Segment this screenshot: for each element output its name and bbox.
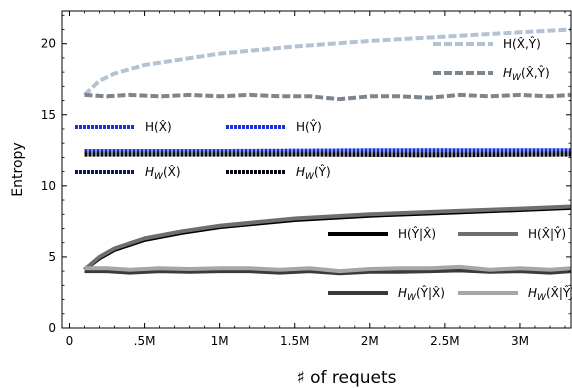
y-tick-label-1: 5	[48, 250, 56, 264]
legend-label-2: H(X̂)	[145, 120, 172, 134]
legend-label-6: H(Ŷ|X̂)	[398, 226, 436, 241]
series-lines	[83, 27, 571, 276]
x-tick-label-2: 1M	[211, 334, 229, 348]
legend-entry-3: H(Ŷ)	[226, 119, 322, 134]
legend-entry-4: HW(X̂)	[75, 165, 181, 182]
legend-entry-0: H(X̂,Ŷ)	[433, 36, 541, 51]
series-line-0	[83, 27, 571, 97]
legend-label-8: HW(Ŷ|X̂)	[398, 285, 445, 303]
series-line-9	[84, 264, 571, 274]
legend: H(X̂,Ŷ) HW(X̂,Ŷ) H(X̂) H(Ŷ) HW(X̂) HW(Ŷ) H(Ŷ|X…	[75, 36, 572, 303]
legend-label-7: H(X̂|Ŷ)	[528, 226, 566, 241]
legend-label-1: HW(X̂,Ŷ)	[503, 65, 550, 83]
x-tick-label-0: 0	[66, 334, 74, 348]
x-tick-label-3: 1.5M	[280, 334, 309, 348]
legend-entry-2: H(X̂)	[75, 120, 172, 134]
legend-label-0: H(X̂,Ŷ)	[503, 36, 541, 51]
x-tick-label-4: 2M	[361, 334, 379, 348]
y-tick-label-4: 20	[41, 37, 56, 51]
series-line-5	[84, 152, 571, 158]
y-tick-label-3: 15	[41, 108, 56, 122]
legend-entry-5: HW(Ŷ)	[226, 164, 331, 182]
legend-label-5: HW(Ŷ)	[296, 164, 331, 182]
plot-frame	[61, 10, 572, 329]
legend-entry-9: HW(X̂|Ŷ)	[458, 285, 572, 303]
y-tick-label-0: 0	[48, 321, 56, 335]
legend-label-3: H(Ŷ)	[296, 119, 322, 134]
series-line-7	[83, 204, 571, 272]
legend-entry-6: H(Ŷ|X̂)	[328, 226, 436, 241]
x-axis-title: ♯ of requets	[296, 368, 396, 388]
series-line-1	[84, 92, 571, 102]
legend-label-9: HW(X̂|Ŷ)	[528, 285, 572, 303]
x-tick-label-6: 3M	[511, 334, 529, 348]
x-tick-label-1: .5M	[134, 334, 156, 348]
legend-entry-7: H(X̂|Ŷ)	[458, 226, 566, 241]
y-tick-label-2: 10	[41, 179, 56, 193]
legend-entry-1: HW(X̂,Ŷ)	[433, 65, 550, 83]
legend-entry-8: HW(Ŷ|X̂)	[328, 285, 445, 303]
y-axis-title: Entropy	[10, 142, 26, 196]
x-tick-label-5: 2.5M	[430, 334, 459, 348]
legend-label-4: HW(X̂)	[145, 165, 181, 182]
axis-ticks: 0 .5M 1M 1.5M 2M 2.5M 3M 0 5 10 15 20	[41, 11, 571, 348]
series-line-8	[84, 268, 571, 276]
